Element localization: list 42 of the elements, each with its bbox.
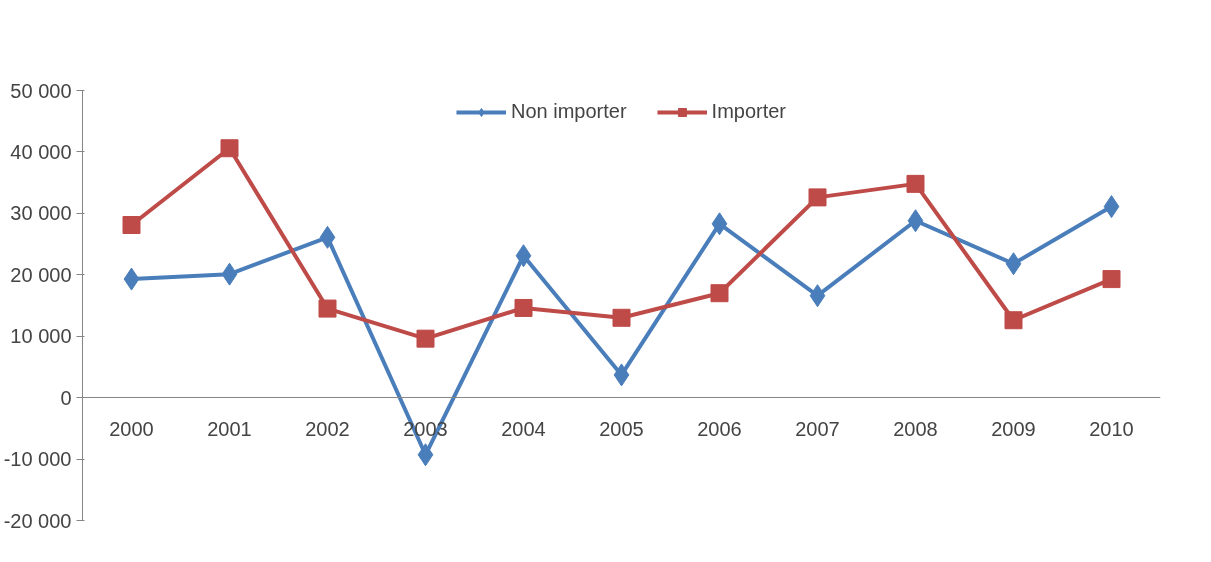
point [613,363,630,387]
x-tick-label: 2004 [501,417,546,440]
x-tick-label: 2008 [893,417,938,440]
point [906,174,925,193]
point [710,284,729,303]
x-tick-label: 2006 [697,417,742,440]
point [514,298,533,317]
point [711,212,728,236]
x-tick-label: 2009 [991,417,1036,440]
x-tick-label: 2001 [207,417,252,440]
point [416,329,435,348]
point [220,139,239,158]
point [809,284,826,308]
y-tick-label: 30 000 [10,202,72,225]
y-tick-label: 20 000 [10,263,72,286]
legend-label: Importer [711,100,787,123]
point [122,216,141,235]
point [221,262,238,286]
point [319,225,336,249]
y-tick-label: 50 000 [10,79,72,102]
point [123,267,140,291]
x-tick-label: 2005 [599,417,644,440]
y-tick-label: 0 [60,386,72,409]
point [612,308,631,327]
legend-label: Non importer [510,100,627,123]
point [1102,270,1121,289]
x-tick-label: 2007 [795,417,840,440]
point [515,244,532,268]
point [907,209,924,233]
point [1004,311,1023,330]
x-tick-label: 2000 [109,417,154,440]
y-tick-label: -20 000 [3,509,72,532]
y-tick-label: 10 000 [10,325,72,348]
point [808,188,827,207]
point [1103,195,1120,219]
point [417,443,434,467]
point [1005,252,1022,276]
x-tick-label: 2010 [1089,417,1134,440]
y-tick-label: 40 000 [10,140,72,163]
point [318,299,337,318]
x-tick-label: 2002 [305,417,350,440]
y-tick-label: -10 000 [3,448,72,471]
